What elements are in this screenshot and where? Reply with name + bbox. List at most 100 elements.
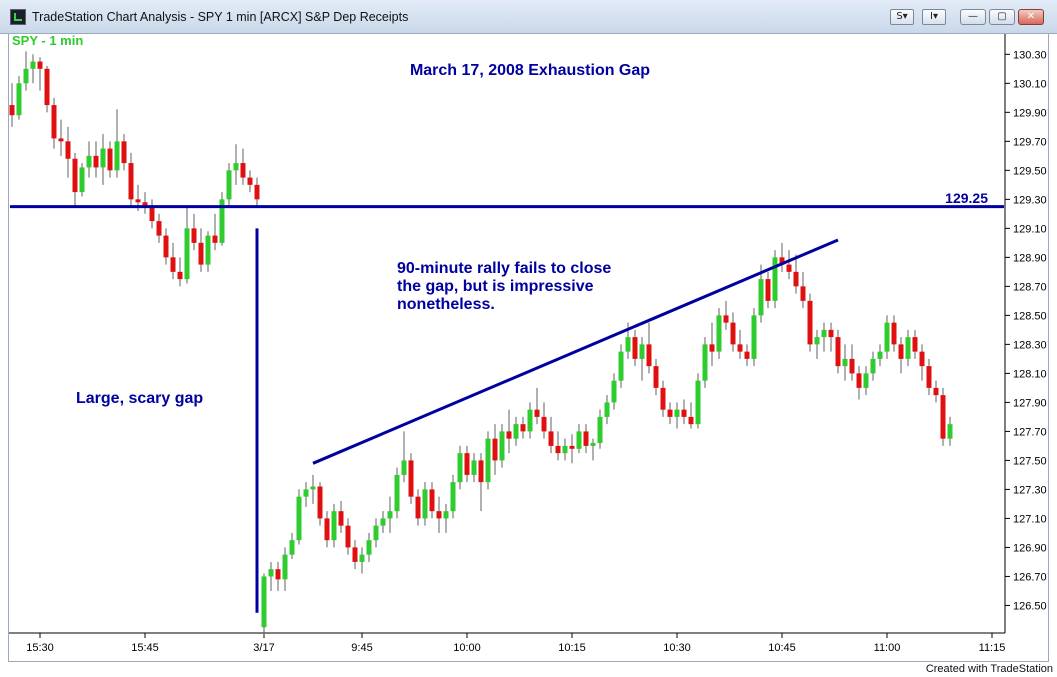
window-title: TradeStation Chart Analysis - SPY 1 min … bbox=[32, 10, 409, 24]
candle bbox=[464, 445, 470, 483]
candle-body-down bbox=[800, 286, 806, 301]
candle-body-up bbox=[485, 438, 491, 483]
candle bbox=[345, 518, 351, 555]
candle-body-down bbox=[51, 105, 57, 139]
candle bbox=[303, 482, 309, 507]
candle-body-down bbox=[849, 358, 855, 374]
candle-body-up bbox=[16, 83, 22, 116]
candle-body-up bbox=[611, 380, 617, 403]
candle-body-down bbox=[723, 315, 729, 323]
candle-body-down bbox=[170, 257, 176, 272]
candle bbox=[373, 518, 379, 548]
candle-body-down bbox=[247, 177, 253, 185]
y-tick-label: 129.10 bbox=[1013, 223, 1047, 235]
candle bbox=[247, 170, 253, 193]
candle-body-up bbox=[639, 344, 645, 359]
candle bbox=[569, 434, 575, 464]
candle-body-up bbox=[359, 554, 365, 562]
candle bbox=[513, 416, 519, 446]
candle bbox=[268, 561, 274, 591]
candle-body-down bbox=[653, 366, 659, 388]
candle-body-up bbox=[772, 257, 778, 301]
candle-body-up bbox=[450, 482, 456, 512]
candle bbox=[765, 271, 771, 309]
candle bbox=[646, 322, 652, 374]
minimize-button[interactable]: — bbox=[960, 9, 986, 25]
candle bbox=[737, 329, 743, 359]
candle bbox=[226, 163, 232, 207]
candle bbox=[653, 358, 659, 396]
candle-body-down bbox=[555, 445, 561, 454]
candle-body-down bbox=[478, 460, 484, 483]
x-tick-label: 10:15 bbox=[558, 642, 586, 654]
candle bbox=[534, 387, 540, 425]
candle bbox=[198, 228, 204, 272]
candle-body-down bbox=[9, 105, 15, 116]
candle-body-up bbox=[394, 474, 400, 512]
candle bbox=[9, 83, 15, 127]
chart-frame bbox=[8, 33, 1049, 662]
candle bbox=[366, 532, 372, 562]
rally-annotation-line-3: nonetheless. bbox=[397, 296, 495, 313]
maximize-button[interactable]: ▢ bbox=[989, 9, 1015, 25]
candle-body-up bbox=[184, 228, 190, 280]
candle-body-up bbox=[100, 148, 106, 168]
candle bbox=[800, 271, 806, 309]
footer-credit: Created with TradeStation bbox=[925, 663, 1053, 675]
candle bbox=[485, 431, 491, 490]
candle-body-down bbox=[198, 242, 204, 265]
candle-body-up bbox=[331, 511, 337, 541]
candle bbox=[457, 445, 463, 490]
candle-body-up bbox=[674, 409, 680, 417]
candle-body-down bbox=[212, 235, 218, 243]
candle bbox=[352, 540, 358, 570]
candle-body-up bbox=[86, 155, 92, 168]
candle-body-down bbox=[786, 264, 792, 272]
candle-body-down bbox=[121, 141, 127, 164]
candle-body-up bbox=[296, 496, 302, 541]
candle bbox=[436, 496, 442, 533]
candle-body-up bbox=[947, 424, 953, 439]
candle bbox=[415, 489, 421, 526]
candle-body-down bbox=[632, 337, 638, 359]
candle bbox=[310, 474, 316, 504]
candle bbox=[142, 192, 148, 214]
candle-body-down bbox=[93, 155, 99, 168]
candle bbox=[422, 482, 428, 526]
candle-body-down bbox=[149, 206, 155, 222]
x-tick-label: 10:00 bbox=[453, 642, 481, 654]
candle-body-down bbox=[744, 351, 750, 359]
candle-body-down bbox=[891, 322, 897, 345]
candle bbox=[786, 250, 792, 280]
candle-body-down bbox=[912, 337, 918, 352]
candle bbox=[863, 366, 869, 396]
x-tick-label: 10:30 bbox=[663, 642, 691, 654]
candle-body-down bbox=[317, 486, 323, 519]
candle bbox=[149, 199, 155, 229]
candle-body-up bbox=[289, 540, 295, 555]
candle bbox=[324, 511, 330, 548]
candle bbox=[23, 51, 29, 91]
candle-body-up bbox=[884, 322, 890, 352]
candle bbox=[121, 134, 127, 171]
candle-body-up bbox=[877, 351, 883, 359]
y-tick-label: 129.30 bbox=[1013, 194, 1047, 206]
candle bbox=[884, 315, 890, 359]
symbol-link-button[interactable]: S▾ bbox=[890, 9, 914, 25]
interval-link-button[interactable]: I▾ bbox=[922, 9, 946, 25]
candle-body-down bbox=[464, 453, 470, 475]
symbol-label: SPY - 1 min bbox=[12, 33, 83, 48]
candle-body-down bbox=[688, 416, 694, 425]
y-tick-label: 128.50 bbox=[1013, 310, 1047, 322]
close-button[interactable]: ✕ bbox=[1018, 9, 1044, 25]
candle-body-down bbox=[37, 61, 43, 69]
candle-body-down bbox=[709, 344, 715, 352]
candle-body-up bbox=[30, 61, 36, 69]
candle bbox=[51, 97, 57, 149]
candle-body-up bbox=[870, 358, 876, 374]
candle bbox=[821, 322, 827, 352]
candle bbox=[163, 228, 169, 265]
candle bbox=[296, 489, 302, 545]
candle bbox=[289, 532, 295, 560]
